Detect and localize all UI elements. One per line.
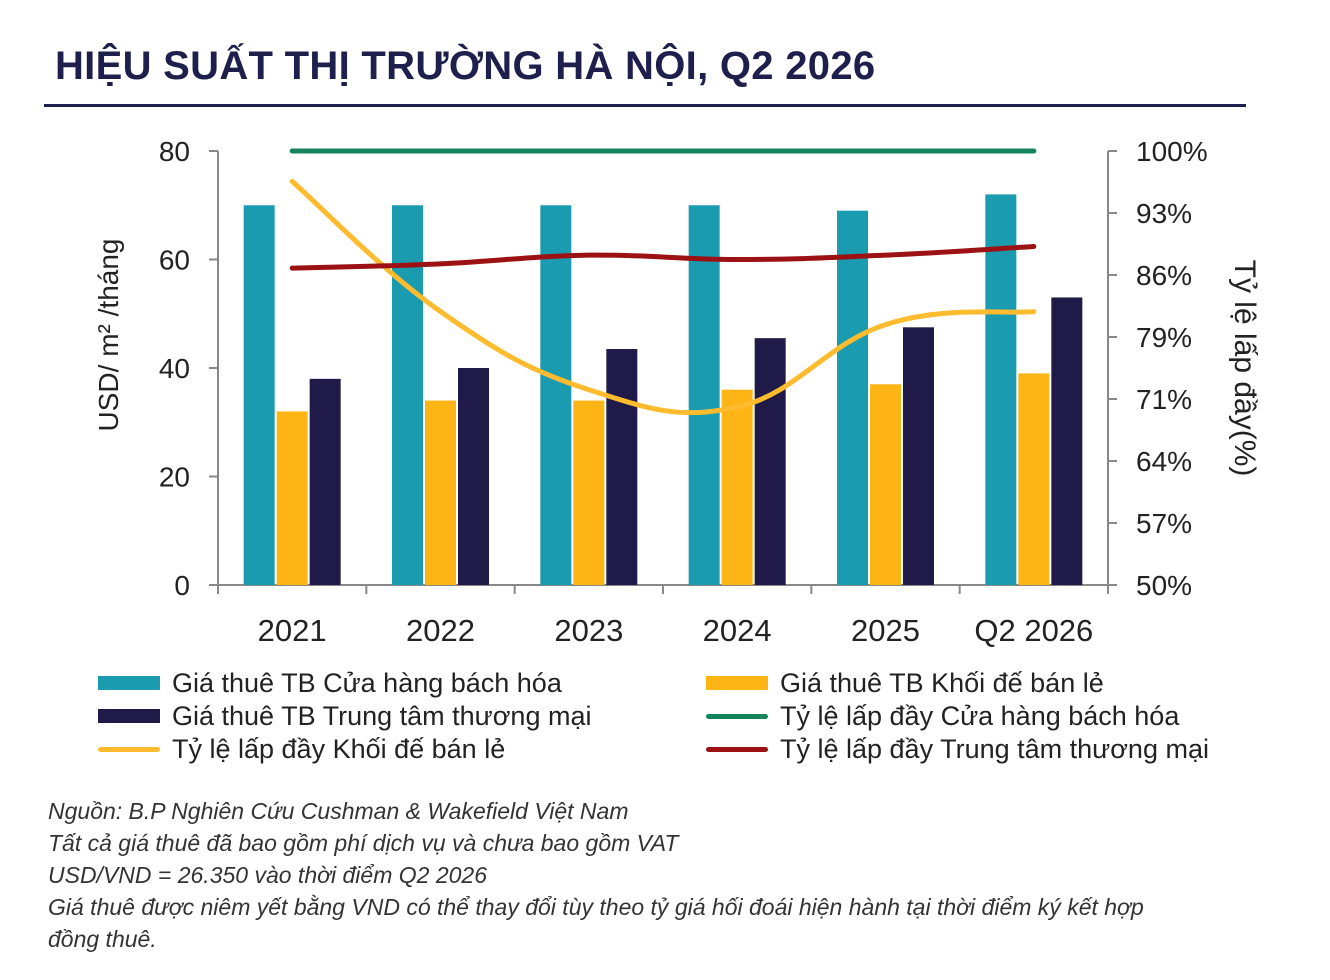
series-line xyxy=(289,243,1037,271)
left-axis-tick-label: 0 xyxy=(174,570,190,601)
x-axis-tick-label: 2021 xyxy=(258,613,327,648)
footnote: đồng thuê. xyxy=(48,926,157,952)
chart: 0 20 40 60 80 50% 57% 64% 71% 79% 86% 93% 100% 2021 20… xyxy=(93,136,1261,648)
bar xyxy=(985,194,1017,585)
bar xyxy=(392,205,423,585)
bar xyxy=(754,338,786,585)
left-axis-tick-label: 60 xyxy=(159,245,190,276)
right-axis-tick-label: 86% xyxy=(1136,260,1192,291)
legend-label: Tỷ lệ lấp đầy Trung tâm thương mại xyxy=(780,733,1209,764)
legend-swatch xyxy=(706,713,768,719)
legend-label: Giá thuê TB Khối đế bán lẻ xyxy=(780,667,1104,698)
bar xyxy=(721,389,753,585)
legend-item-mall-occupancy: Tỷ lệ lấp đầy Trung tâm thương mại xyxy=(706,734,1209,764)
footnote: Giá thuê được niêm yết bằng VND có thể t… xyxy=(48,894,1144,920)
bar xyxy=(425,400,456,585)
bar xyxy=(309,378,341,585)
right-axis-tick-label: 71% xyxy=(1136,384,1192,415)
legend-item-podium-occupancy: Tỷ lệ lấp đầy Khối đế bán lẻ xyxy=(98,734,505,764)
title-divider xyxy=(44,104,1246,107)
right-axis-tick-label: 57% xyxy=(1136,508,1192,539)
x-axis-tick-label: 2022 xyxy=(406,613,475,648)
x-axis-tick-label: Q2 2026 xyxy=(974,613,1093,648)
footnotes: Nguồn: B.P Nghiên Cứu Cushman & Wakefiel… xyxy=(48,795,1318,955)
right-axis-tick-label: 79% xyxy=(1136,322,1192,353)
bar xyxy=(1051,297,1083,585)
bar xyxy=(837,210,868,586)
legend-label: Tỷ lệ lấp đầy Khối đế bán lẻ xyxy=(172,733,506,764)
legend-item-mall-rent: Giá thuê TB Trung tâm thương mại xyxy=(98,701,591,731)
x-axis-tick-label: 2024 xyxy=(703,613,772,648)
legend-item-dept-store-occupancy: Tỷ lệ lấp đầy Cửa hàng bách hóa xyxy=(706,701,1179,731)
left-axis-tick-label: 20 xyxy=(159,462,190,493)
footnote: USD/VND = 26.350 vào thời điểm Q2 2026 xyxy=(48,862,487,888)
legend-label: Giá thuê TB Cửa hàng bách hóa xyxy=(172,667,562,698)
legend-item-podium-rent: Giá thuê TB Khối đế bán lẻ xyxy=(706,668,1104,698)
left-axis-tick-label: 40 xyxy=(159,353,190,384)
bar xyxy=(540,205,572,585)
footnote: Tất cả giá thuê đã bao gồm phí dịch vụ v… xyxy=(48,830,679,856)
left-axis-title: USD/ m² /tháng xyxy=(93,239,124,432)
right-axis-tick-label: 93% xyxy=(1136,198,1192,229)
source-note: Nguồn: B.P Nghiên Cứu Cushman & Wakefiel… xyxy=(48,798,629,824)
legend-item-dept-store-rent: Giá thuê TB Cửa hàng bách hóa xyxy=(98,668,562,698)
legend-swatch xyxy=(98,746,160,752)
bar xyxy=(1018,373,1050,585)
series-line xyxy=(289,178,1037,416)
bar xyxy=(903,327,934,585)
right-axis-tick-label: 50% xyxy=(1136,570,1192,601)
legend-label: Giá thuê TB Trung tâm thương mại xyxy=(172,700,592,731)
bar xyxy=(458,368,489,585)
x-axis-tick-label: 2023 xyxy=(554,613,623,648)
x-axis-tick-label: 2025 xyxy=(851,613,920,648)
right-axis-tick-label: 100% xyxy=(1136,136,1208,167)
legend-swatch xyxy=(706,676,768,690)
right-axis-title: Tỷ lệ lấp đầy(%) xyxy=(1228,260,1261,477)
page-title: HIỆU SUẤT THỊ TRƯỜNG HÀ NỘI, Q2 2026 xyxy=(55,44,876,88)
bar xyxy=(573,400,605,585)
bar xyxy=(606,349,638,585)
bar xyxy=(276,411,308,585)
legend-label: Tỷ lệ lấp đầy Cửa hàng bách hóa xyxy=(780,700,1180,731)
bar xyxy=(870,384,901,585)
bar xyxy=(243,205,275,585)
legend-swatch xyxy=(98,676,160,690)
legend-swatch xyxy=(98,709,160,723)
right-axis-tick-label: 64% xyxy=(1136,446,1192,477)
bar xyxy=(688,205,720,585)
left-axis-tick-label: 80 xyxy=(159,136,190,167)
legend-swatch xyxy=(706,746,768,752)
